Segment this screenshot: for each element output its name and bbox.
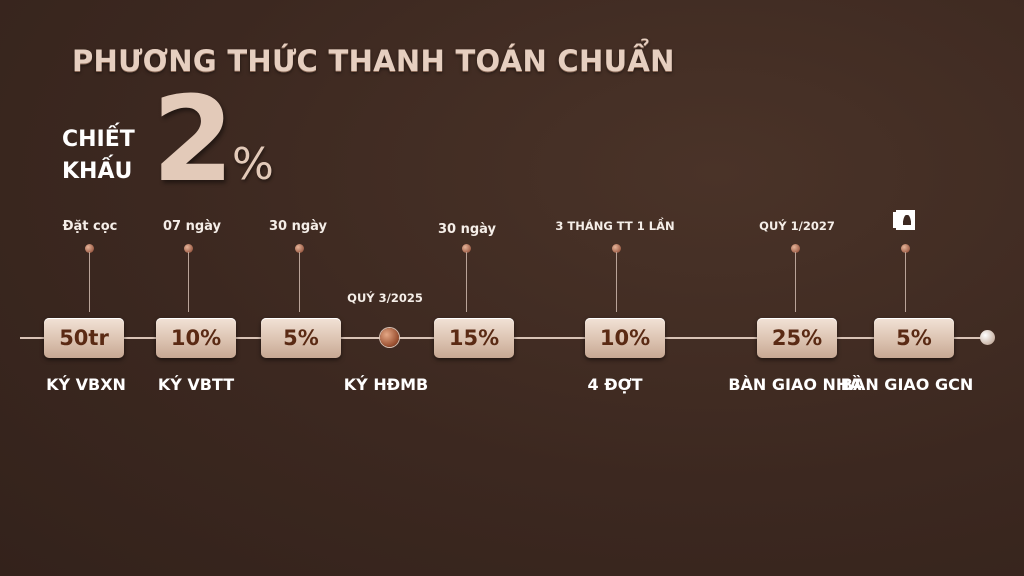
step-top-label: 30 ngày — [437, 222, 497, 237]
milestone-bottom-label: KÝ HĐMB — [343, 375, 429, 394]
step-value-box: 10% — [585, 318, 665, 358]
step-value-box: 5% — [874, 318, 954, 358]
step-value-box: 5% — [261, 318, 341, 358]
connector — [795, 252, 796, 312]
pin-dot — [791, 244, 800, 253]
step-value-box: 25% — [757, 318, 837, 358]
connector — [299, 252, 300, 312]
connector — [466, 252, 467, 312]
milestone-top-label: QUÝ 3/2025 — [347, 291, 423, 305]
step-bottom-label: BÀN GIAO GCN — [840, 375, 974, 394]
pin-dot — [901, 244, 910, 253]
pin-dot — [612, 244, 621, 253]
discount-label: CHIẾT KHẤU — [62, 124, 135, 188]
step-bottom-label: 4 ĐỢT — [587, 375, 643, 394]
discount-label-line1: CHIẾT — [62, 127, 135, 152]
step-top-label: Đặt cọc — [62, 219, 118, 234]
discount-unit: % — [232, 139, 274, 190]
page-title: PHƯƠNG THỨC THANH TOÁN CHUẨN — [72, 44, 675, 78]
connector — [905, 252, 906, 312]
step-top-label: 30 ngày — [268, 219, 328, 234]
pin-dot — [295, 244, 304, 253]
pin-dot — [184, 244, 193, 253]
step-bottom-label: KÝ VBXN — [46, 375, 126, 394]
step-top-label: 07 ngày — [162, 219, 222, 234]
milestone-dot — [380, 328, 399, 347]
connector — [616, 252, 617, 312]
step-top-label: 3 THÁNG TT 1 LẦN — [555, 219, 675, 233]
connector — [89, 252, 90, 312]
step-value-box: 10% — [156, 318, 236, 358]
timeline-end-dot — [980, 330, 995, 345]
certificate-icon — [896, 210, 915, 230]
step-value-box: 15% — [434, 318, 514, 358]
pin-dot — [85, 244, 94, 253]
step-bottom-label: BÀN GIAO NHÀ — [728, 375, 862, 394]
discount-value: 2 — [152, 70, 235, 208]
pin-dot — [462, 244, 471, 253]
step-bottom-label: KÝ VBTT — [157, 375, 235, 394]
connector — [188, 252, 189, 312]
step-top-label: QUÝ 1/2027 — [759, 219, 835, 233]
discount-label-line2: KHẤU — [62, 159, 133, 184]
step-value-box: 50tr — [44, 318, 124, 358]
